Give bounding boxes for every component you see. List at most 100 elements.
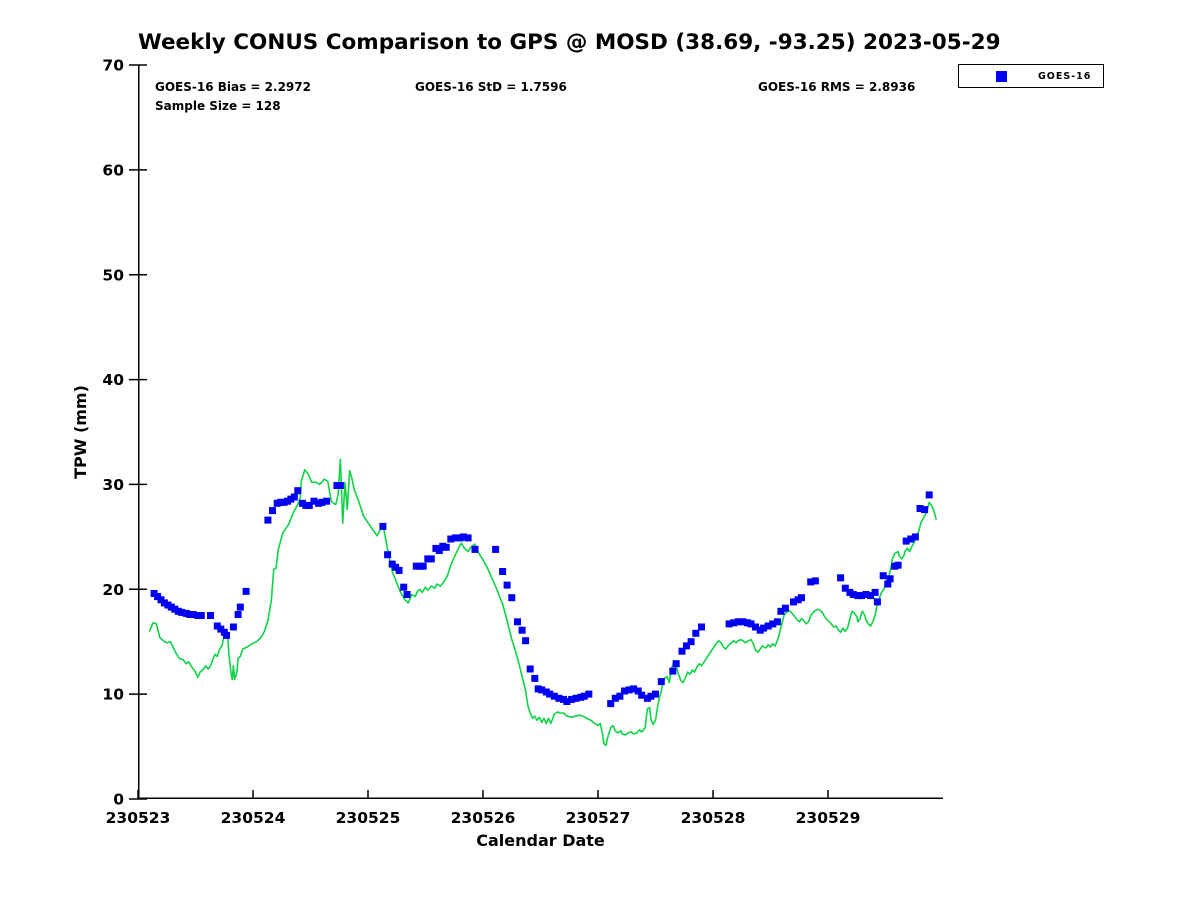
goes16-marker (871, 588, 879, 596)
legend-label: GOES-16 (1038, 70, 1092, 82)
goes16-marker (526, 665, 534, 673)
goes16-marker (849, 591, 857, 598)
goes16-marker (514, 618, 521, 626)
goes16-marker (189, 611, 197, 618)
goes16-marker (777, 607, 785, 615)
goes16-marker (403, 591, 411, 598)
goes16-marker (857, 592, 865, 600)
goes16-marker (638, 691, 646, 699)
goes16-marker (492, 545, 500, 553)
goes16-marker (916, 505, 924, 512)
goes16-marker (807, 578, 815, 586)
goes16-marker (811, 577, 819, 585)
x-tick-label: 230528 (681, 809, 746, 827)
goes16-marker (464, 534, 472, 542)
goes16-marker (379, 522, 387, 530)
y-tick-label: 40 (102, 371, 124, 389)
goes16-marker (518, 626, 526, 634)
goes16-marker (290, 493, 298, 501)
y-tick-label: 30 (102, 476, 124, 494)
goes16-marker (395, 566, 403, 574)
x-tick-label: 230523 (106, 809, 171, 827)
goes16-marker (773, 618, 781, 626)
goes16-marker (652, 690, 659, 698)
goes16-marker (760, 624, 768, 632)
goes16-marker (242, 587, 250, 595)
chart-canvas: 0 10 20 30 40 50 60 70 230523 230524 230525 230526 2… (71, 57, 943, 850)
goes16-marker (764, 622, 772, 630)
goes16-marker (902, 537, 910, 545)
goes16-marker (886, 575, 894, 583)
goes16-marker (546, 690, 554, 698)
goes16-marker (318, 498, 326, 506)
goes16-marker (531, 674, 539, 682)
goes16-marker (459, 533, 467, 541)
goes16-marker (616, 692, 624, 700)
goes16-marker (563, 698, 571, 705)
stat-rms: GOES-16 RMS = 2.8936 (758, 80, 916, 94)
goes16-marker (499, 568, 507, 575)
goes16-marker (873, 598, 881, 606)
y-axis-title: TPW (mm) (71, 385, 90, 479)
y-tick-label: 60 (102, 161, 124, 179)
goes16-marker (607, 700, 615, 708)
goes16-marker (522, 637, 530, 645)
goes16-marker (234, 611, 242, 618)
goes16-marker (568, 695, 576, 703)
goes16-marker (269, 507, 276, 515)
goes16-marker (752, 623, 759, 631)
goes16-marker (305, 501, 313, 509)
goes16-marker (555, 694, 563, 702)
goes16-marker (837, 574, 845, 582)
goes16-marker (264, 516, 272, 524)
x-tick-label: 230529 (796, 809, 861, 827)
goes16-marker (725, 620, 733, 628)
goes16-marker (669, 667, 677, 675)
goes16-marker (310, 497, 318, 505)
goes16-marker (925, 491, 933, 499)
x-tick-label: 230527 (566, 809, 631, 827)
goes16-marker (197, 612, 205, 619)
gps-line (148, 458, 937, 747)
goes16-marker (692, 629, 700, 637)
goes16-marker (503, 581, 511, 589)
goes16-marker (683, 642, 690, 650)
goes16-marker (678, 647, 686, 655)
y-tick-label: 50 (102, 266, 124, 284)
y-tick-label: 70 (102, 57, 124, 75)
stat-bias: GOES-16 Bias = 2.2972 (155, 80, 311, 94)
goes16-marker (739, 618, 747, 626)
goes16-marker (223, 631, 230, 639)
y-tick-label: 10 (102, 686, 124, 704)
x-axis-title: Calendar Date (476, 831, 605, 850)
goes16-marker (229, 623, 237, 631)
y-tick-label: 20 (102, 581, 124, 599)
goes16-marker (160, 599, 168, 607)
goes16-marker (236, 603, 244, 611)
goes16-marker (400, 583, 408, 591)
goes16-marker (687, 638, 695, 646)
goes16-marker (451, 534, 459, 542)
goes16-marker (585, 690, 593, 698)
goes16-marker (730, 619, 738, 627)
goes16-marker (630, 685, 638, 693)
goes16-marker (841, 584, 849, 592)
plot-area: 0 10 20 30 40 50 60 70 230523 230524 230525 230526 2… (71, 57, 943, 850)
goes16-marker (647, 692, 655, 700)
goes16-marker (884, 580, 892, 588)
goes16-marker (336, 482, 344, 489)
goes16-marker (178, 608, 186, 616)
goes16-marker (894, 561, 902, 569)
x-tick-label: 230524 (221, 809, 286, 827)
goes16-marker (538, 686, 546, 694)
goes16-marker (384, 551, 392, 559)
goes16-marker (879, 572, 887, 580)
goes16-marker (442, 543, 450, 551)
goes16-marker (508, 594, 516, 602)
goes16-marker (747, 620, 755, 628)
stat-sample-size: Sample Size = 128 (155, 99, 281, 113)
goes16-marker (580, 692, 588, 700)
goes16-marker (419, 562, 427, 570)
goes16-marker (634, 687, 642, 695)
goes16-marker (911, 533, 919, 541)
